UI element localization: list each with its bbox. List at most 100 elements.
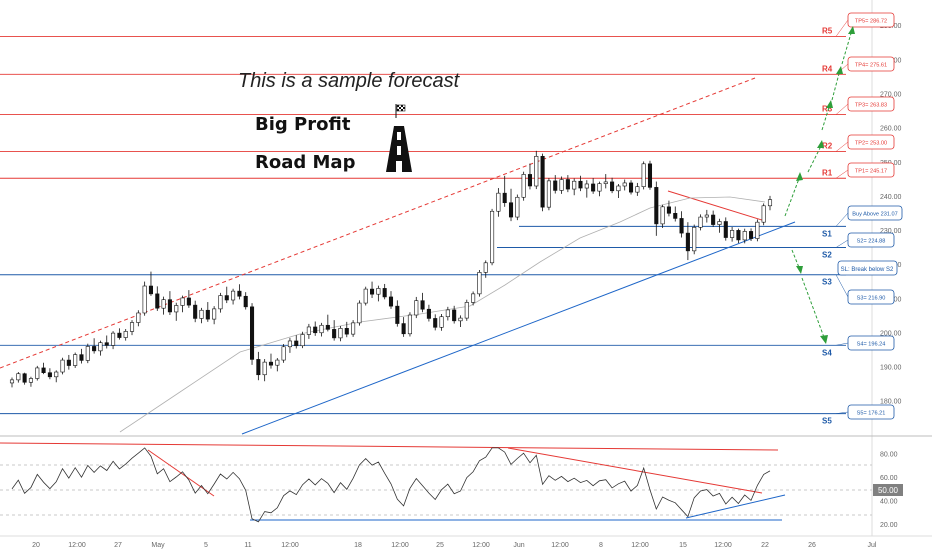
- candle-body: [521, 174, 526, 198]
- candle: [218, 292, 223, 313]
- level-tag-r3: TP3= 263.83: [855, 103, 887, 109]
- time-tick-label: 5: [204, 542, 208, 549]
- rsi-axis-ticks: 80.00 60.00 40.00 20.00: [880, 452, 898, 529]
- candle: [338, 325, 343, 342]
- candle-body: [161, 299, 166, 309]
- candle-body: [199, 309, 204, 319]
- candle-body: [60, 359, 65, 373]
- candle: [275, 358, 280, 372]
- candle: [565, 175, 570, 193]
- candle: [35, 365, 40, 381]
- candle: [136, 310, 141, 327]
- price-tick-label: 200.00: [880, 330, 902, 337]
- rising-support-trendline: [241, 221, 796, 435]
- candle: [155, 286, 160, 311]
- candle: [111, 331, 116, 350]
- candle: [281, 344, 286, 363]
- candle-body: [148, 285, 154, 295]
- candle-body: [66, 359, 71, 366]
- candle: [445, 306, 450, 321]
- candle: [647, 160, 653, 190]
- candle: [767, 195, 773, 211]
- candle-body: [755, 221, 760, 239]
- level-label-r3: R3: [822, 105, 833, 114]
- candle: [363, 286, 368, 306]
- candle: [660, 204, 665, 228]
- candle: [325, 314, 330, 332]
- time-tick-label: 8: [599, 542, 603, 549]
- candle: [388, 291, 394, 309]
- candle: [559, 176, 564, 194]
- candle: [458, 315, 463, 327]
- candle-body: [401, 323, 406, 335]
- candle-body: [692, 227, 697, 252]
- candle: [142, 281, 147, 316]
- candle-body: [111, 332, 116, 346]
- candle: [597, 181, 602, 197]
- candle: [92, 338, 97, 354]
- candle-body: [129, 322, 135, 332]
- candle-body: [445, 309, 450, 318]
- candle-body: [142, 285, 147, 314]
- candle: [584, 180, 589, 198]
- candle: [464, 299, 469, 321]
- candle: [749, 228, 754, 241]
- candle: [370, 281, 375, 298]
- candle-body: [344, 328, 349, 335]
- candle-body: [117, 332, 122, 338]
- candle-body: [104, 342, 109, 346]
- up-arrow-4: [831, 69, 841, 101]
- candle-body: [534, 156, 539, 187]
- candle: [268, 353, 274, 369]
- candle: [496, 188, 501, 217]
- candle: [174, 302, 179, 321]
- candle-body: [458, 317, 463, 322]
- stop-loss-tag: SL: Break below S2: [837, 260, 898, 276]
- level-connector: [835, 239, 849, 248]
- candle-body: [243, 295, 248, 308]
- candle-body: [597, 183, 602, 192]
- candle: [755, 219, 760, 242]
- level-tag-s3: S3= 216.90: [857, 296, 886, 302]
- level-tag-r5: TP5= 286.72: [855, 19, 887, 25]
- time-tick-label: 11: [244, 542, 251, 549]
- level-tag-r4: TP4= 275.61: [855, 63, 887, 69]
- time-tick-label: 26: [808, 542, 816, 549]
- candle: [148, 271, 154, 296]
- candle-body: [647, 163, 653, 188]
- candle-body: [79, 354, 84, 361]
- candle: [540, 153, 545, 212]
- candle: [313, 321, 318, 336]
- candle: [730, 226, 735, 242]
- candle-body: [275, 359, 280, 366]
- candle-body: [262, 361, 267, 376]
- candle-body: [736, 230, 741, 241]
- candle: [635, 182, 640, 196]
- candle: [426, 304, 431, 322]
- candle-body: [212, 308, 217, 320]
- candle-body: [641, 163, 646, 187]
- candle-body: [313, 326, 318, 334]
- candle-body: [186, 297, 191, 306]
- candle-body: [9, 379, 15, 384]
- candle-body: [685, 232, 690, 252]
- candle: [205, 302, 210, 322]
- rsi-tick-label: 60.00: [880, 475, 898, 482]
- level-tag-r2: TP2= 253.00: [855, 141, 887, 147]
- candle-body: [300, 334, 305, 347]
- candle-body: [704, 214, 709, 218]
- candle: [610, 177, 615, 194]
- arrow-head-down-2: [820, 335, 828, 344]
- candle-body: [767, 199, 773, 207]
- candle-body: [41, 367, 46, 374]
- candle: [319, 322, 324, 337]
- level-label-s1: S1: [822, 229, 832, 238]
- candle: [161, 296, 166, 315]
- rsi-top-red-line: [0, 442, 779, 451]
- rsi-tick-label: 20.00: [880, 522, 898, 529]
- candle: [420, 292, 425, 313]
- candle: [685, 222, 690, 261]
- level-connector: [835, 342, 849, 346]
- level-tag-s1: Buy Above 231.07: [852, 212, 897, 218]
